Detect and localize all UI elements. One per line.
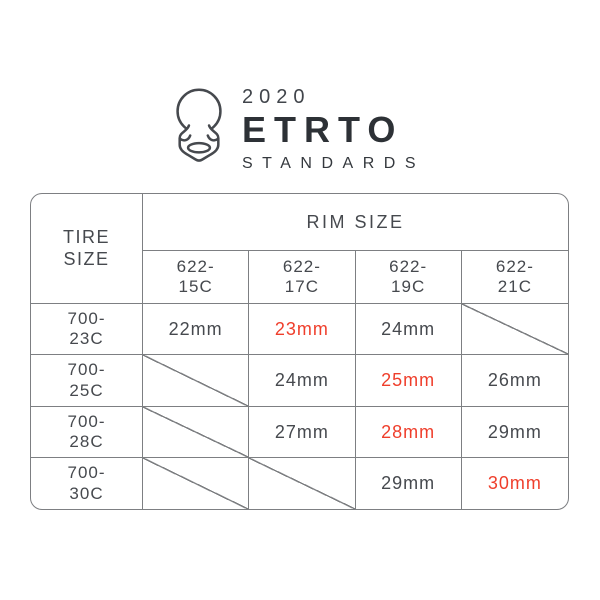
rim-width-cell-highlighted: 28mm [355,407,462,458]
row-header-700-25c: 700- 25C [31,355,143,407]
group-header-rim-size: RIM SIZE [143,194,568,251]
rim-width-cell: 29mm [356,458,462,509]
tire-rim-cross-section-icon [176,88,222,162]
rim-width-cell: 26mm [461,355,568,407]
column-header-622-21c: 622- 21C [461,251,568,304]
column-header-622-17c: 622- 17C [249,251,356,304]
etrto-standards-table: TIRE SIZE RIM SIZE 622- 15C 622- 17C 622… [30,193,569,510]
logo-text: 2020 ETRTO STANDARDS [242,86,425,172]
empty-diagonal-cell [249,458,356,509]
row-header-700-28c: 700- 28C [31,407,143,458]
rim-width-cell: 29mm [461,407,568,458]
empty-diagonal-cell [143,458,250,509]
column-header-622-19c: 622- 19C [355,251,462,304]
rim-width-cell: 22mm [143,304,250,355]
rim-width-cell-highlighted: 30mm [487,473,542,493]
rim-width-cell-highlighted: 25mm [355,355,462,407]
column-header-622-15c: 622- 15C [143,251,250,304]
empty-diagonal-cell [461,304,568,355]
etrto-logo: 2020 ETRTO STANDARDS [167,86,425,172]
logo-brand: ETRTO [242,109,404,150]
row-header-700-30c: 700- 30C [31,458,143,509]
rim-width-cell: 24mm [355,304,462,355]
logo-subtitle: STANDARDS [242,155,425,172]
rim-width-cell: 24mm [249,355,356,407]
rim-width-cell-highlighted: 23mm [249,304,356,355]
rim-width-cell: 27mm [249,407,356,458]
row-header-700-23c: 700- 23C [31,304,143,355]
empty-diagonal-cell [143,407,250,458]
logo-year: 2020 [242,86,311,108]
empty-diagonal-cell [143,355,250,407]
corner-header-tire-size: TIRE SIZE [31,194,143,304]
